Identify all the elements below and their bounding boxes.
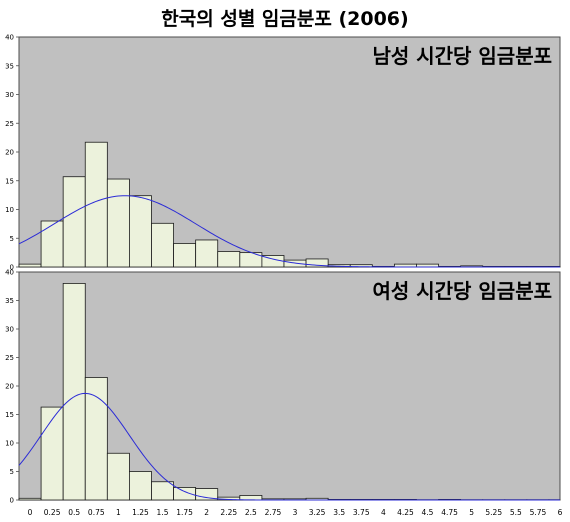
x-tick-label: 0.5 bbox=[68, 508, 80, 517]
female-histogram-bar bbox=[18, 497, 42, 501]
x-tick-label: 2.75 bbox=[265, 508, 282, 517]
female-histogram-bar bbox=[195, 488, 219, 501]
male-y-tick-label: 5 bbox=[10, 235, 14, 243]
x-tick-label: 5 bbox=[469, 508, 474, 517]
male-y-tick-label: 35 bbox=[5, 62, 14, 70]
female-y-tick-label: 30 bbox=[5, 326, 14, 334]
x-tick-label: 2.25 bbox=[220, 508, 237, 517]
male-y-tick-label: 20 bbox=[5, 149, 14, 157]
male-histogram-bar bbox=[129, 195, 152, 268]
male-histogram-bar bbox=[305, 258, 329, 268]
x-tick-label: 0.75 bbox=[88, 508, 105, 517]
female-histogram-bar bbox=[239, 495, 263, 501]
female-panel-label: 여성 시간당 임금분포 bbox=[372, 279, 552, 303]
female-histogram-bar bbox=[151, 481, 174, 501]
x-tick-label: 3.25 bbox=[309, 508, 326, 517]
x-tick-label: 1.5 bbox=[157, 508, 169, 517]
female-y-tick-label: 35 bbox=[5, 297, 14, 305]
x-axis: 0 0.25 0.5 0.75 1 1.25 1.5 1.75 2 2.25 2.5 2.75 3 3.2… bbox=[28, 508, 563, 517]
male-panel-label: 남성 시간당 임금분포 bbox=[372, 44, 552, 68]
male-histogram-bar bbox=[151, 222, 174, 268]
male-histogram-bar bbox=[62, 176, 86, 268]
male-y-tick-label: 40 bbox=[5, 34, 14, 42]
x-tick-label: 4.5 bbox=[422, 508, 434, 517]
female-wage-panel: 0 5 10 15 20 25 30 35 40 여성 시간당 임금분포 bbox=[5, 269, 561, 505]
female-histogram-bar bbox=[173, 487, 197, 501]
female-y-tick-label: 10 bbox=[5, 440, 14, 448]
male-y-tick-label: 30 bbox=[5, 91, 14, 99]
female-y-tick-label: 5 bbox=[10, 468, 14, 476]
female-y-tick-label: 0 bbox=[10, 497, 14, 505]
male-histogram-bar bbox=[173, 243, 197, 268]
female-histogram-bar bbox=[129, 471, 152, 501]
x-tick-label: 6 bbox=[558, 508, 563, 517]
female-y-tick-label: 15 bbox=[5, 411, 14, 419]
chart-title: 한국의 성별 임금분포 (2006) bbox=[161, 8, 408, 30]
x-tick-label: 1 bbox=[116, 508, 121, 517]
female-y-tick-label: 40 bbox=[5, 269, 14, 277]
x-tick-label: 2 bbox=[204, 508, 209, 517]
x-tick-label: 2.5 bbox=[245, 508, 257, 517]
male-y-tick-label: 25 bbox=[5, 120, 14, 128]
male-normal-curve bbox=[18, 195, 560, 268]
male-wage-panel: 0 5 10 15 20 25 30 35 40 남성 시간당 임금분포 bbox=[5, 34, 561, 272]
x-tick-label: 3.5 bbox=[333, 508, 345, 517]
x-tick-label: 4.75 bbox=[441, 508, 458, 517]
female-normal-curve bbox=[18, 392, 560, 501]
male-y-axis: 0 5 10 15 20 25 30 35 40 bbox=[5, 34, 19, 272]
x-tick-label: 1.25 bbox=[132, 508, 149, 517]
female-y-tick-label: 20 bbox=[5, 383, 14, 391]
male-histogram-bar bbox=[106, 178, 130, 268]
x-tick-label: 4.25 bbox=[397, 508, 414, 517]
male-histogram-bar bbox=[217, 251, 241, 268]
x-tick-label: 0.25 bbox=[44, 508, 61, 517]
male-histogram-bar bbox=[18, 263, 42, 268]
x-tick-label: 3.75 bbox=[353, 508, 370, 517]
x-tick-label: 0 bbox=[28, 508, 33, 517]
x-tick-label: 3 bbox=[293, 508, 298, 517]
x-tick-label: 1.75 bbox=[176, 508, 193, 517]
male-y-tick-label: 10 bbox=[5, 206, 14, 214]
x-tick-label: 4 bbox=[381, 508, 386, 517]
female-histogram-bar bbox=[40, 406, 64, 501]
x-tick-label: 5.25 bbox=[485, 508, 502, 517]
male-histogram-bar bbox=[195, 239, 219, 268]
female-histogram-bar bbox=[84, 377, 108, 501]
female-histogram-bar bbox=[62, 282, 86, 501]
x-tick-label: 5.75 bbox=[530, 508, 547, 517]
female-histogram-bar bbox=[106, 452, 130, 501]
x-tick-label: 5.5 bbox=[510, 508, 522, 517]
male-histogram-bar bbox=[40, 220, 64, 268]
male-y-tick-label: 0 bbox=[10, 264, 14, 272]
male-bars bbox=[18, 141, 561, 268]
female-y-axis: 0 5 10 15 20 25 30 35 40 bbox=[5, 269, 19, 505]
male-y-tick-label: 15 bbox=[5, 177, 14, 185]
female-y-tick-label: 25 bbox=[5, 354, 14, 362]
